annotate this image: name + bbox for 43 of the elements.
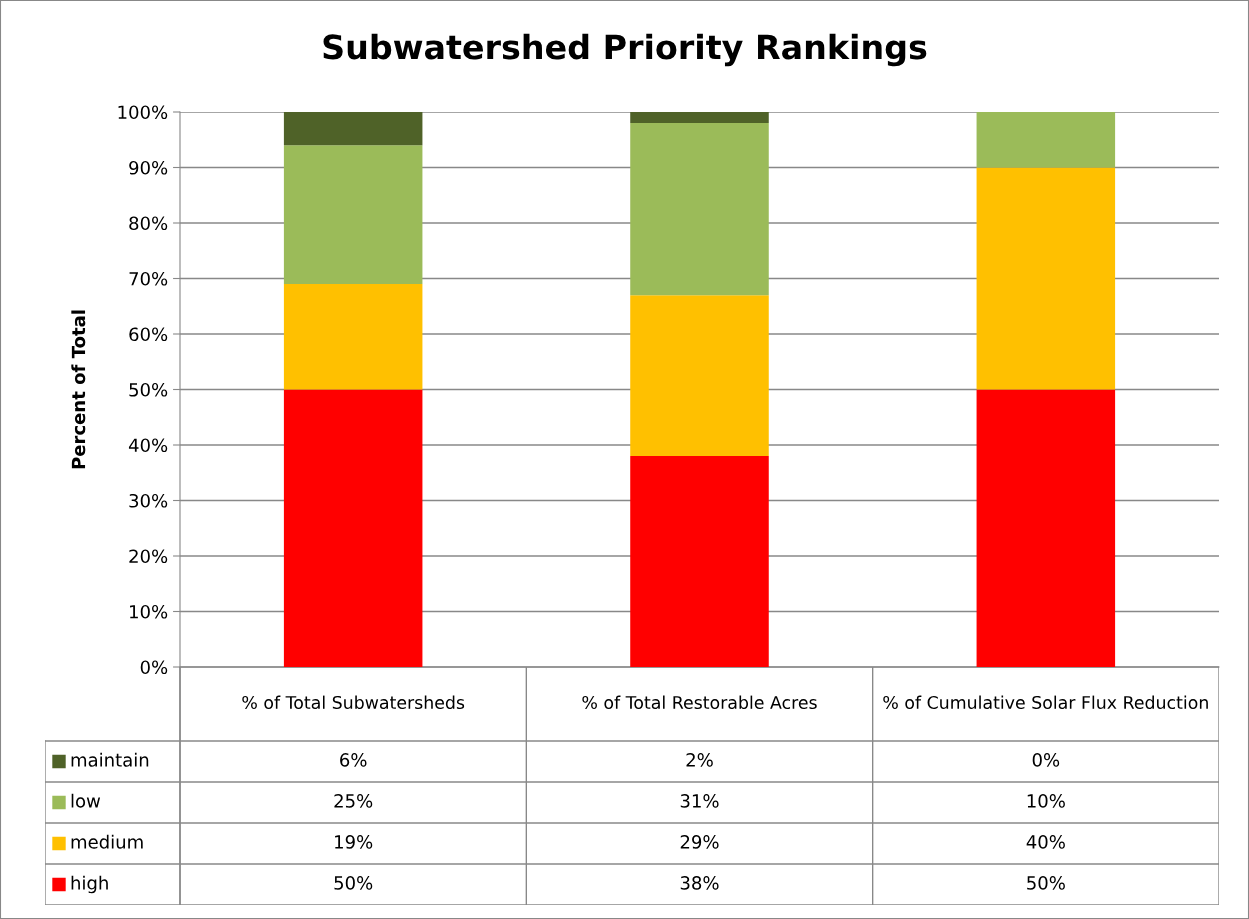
- data-label: 0%: [1032, 753, 1060, 767]
- y-tick-label: 90%: [129, 160, 168, 175]
- y-tick-label: 80%: [129, 216, 168, 231]
- y-tick-label: 70%: [129, 271, 168, 286]
- legend-label: high: [71, 875, 108, 894]
- x-tick-label: % of Total Restorable Acres: [582, 695, 817, 710]
- data-label: 25%: [334, 794, 373, 808]
- data-label: 29%: [680, 835, 719, 849]
- data-label: 19%: [335, 835, 373, 849]
- data-label: 38%: [680, 876, 719, 890]
- data-label: 40%: [1026, 835, 1065, 849]
- chart-title: Subwatershed Priority Rankings: [323, 33, 927, 67]
- bar: [630, 112, 769, 124]
- bar: [283, 389, 423, 667]
- bar: [976, 167, 1116, 390]
- bar: [283, 284, 423, 390]
- y-tick-label: 40%: [128, 438, 168, 453]
- data-label: 50%: [334, 876, 373, 890]
- data-label: 10%: [1027, 794, 1065, 808]
- legend-label: medium: [71, 834, 143, 849]
- y-tick-label: 10%: [130, 604, 168, 619]
- bar: [976, 112, 1116, 168]
- y-tick-label: 100%: [118, 105, 168, 120]
- bar: [630, 295, 769, 457]
- data-label: 31%: [680, 794, 719, 808]
- data-label: 6%: [340, 753, 367, 767]
- y-tick-label: 50%: [129, 382, 168, 397]
- bar: [283, 112, 423, 146]
- legend-label: maintain: [71, 752, 149, 767]
- legend-label: low: [71, 793, 101, 808]
- data-label: 2%: [686, 753, 713, 767]
- bar: [976, 389, 1116, 667]
- bar: [283, 145, 423, 285]
- x-tick-label: % of Total Subwatersheds: [242, 695, 465, 710]
- bar: [630, 123, 769, 296]
- x-tick-label: % of Cumulative Solar Flux Reduction: [883, 695, 1208, 710]
- y-tick-label: 30%: [129, 493, 168, 508]
- y-tick-label: 0%: [140, 660, 168, 675]
- y-tick-label: 60%: [129, 327, 168, 342]
- y-tick-label: 20%: [129, 549, 168, 564]
- bar: [630, 456, 769, 667]
- data-label: 50%: [1027, 876, 1065, 890]
- y-axis-title: Percent of Total: [71, 310, 86, 469]
